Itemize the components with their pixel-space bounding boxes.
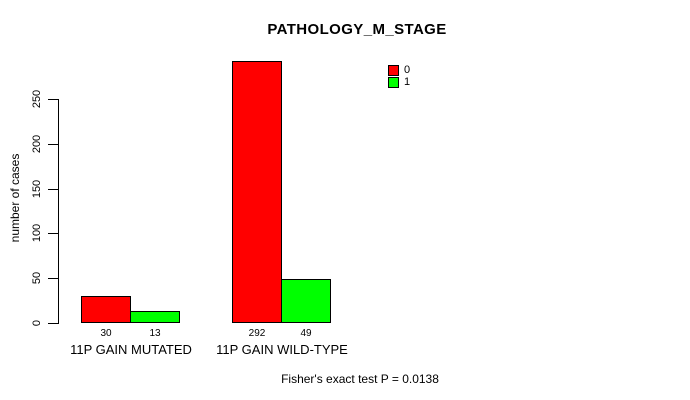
chart-title: PATHOLOGY_M_STAGE [267, 21, 447, 38]
annotation-text: Fisher's exact test P = 0.0138 [281, 372, 439, 386]
y-tick-label: 150 [31, 179, 43, 199]
bar-value-label: 49 [300, 328, 312, 339]
y-tick-mark [48, 189, 58, 190]
legend-swatch-1 [388, 77, 399, 88]
y-tick-mark [48, 323, 58, 324]
bar-value-label: 292 [248, 328, 266, 339]
y-tick-label: 0 [31, 319, 43, 327]
legend-item-1: 1 [388, 77, 410, 88]
y-tick-mark [48, 99, 58, 100]
bar-11p-gain-wild-type-series-1 [281, 279, 331, 323]
legend-label: 0 [404, 64, 411, 76]
category-label-11p-gain-mutated: 11P GAIN MUTATED [70, 342, 192, 357]
legend-item-0: 0 [388, 65, 410, 76]
bar-11p-gain-mutated-series-1 [130, 311, 180, 323]
y-tick-label: 250 [31, 89, 43, 109]
bar-11p-gain-wild-type-series-0 [232, 61, 282, 323]
y-axis-title: number of cases [8, 153, 22, 243]
y-axis-line [58, 99, 59, 324]
y-tick-mark [48, 278, 58, 279]
legend-swatch-0 [388, 65, 399, 76]
legend-label: 1 [404, 76, 411, 88]
bar-value-label: 13 [149, 328, 161, 339]
y-tick-label: 50 [31, 271, 43, 285]
bar-11p-gain-mutated-series-0 [81, 296, 131, 323]
category-label-11p-gain-wild-type: 11P GAIN WILD-TYPE [216, 342, 348, 357]
y-tick-mark [48, 233, 58, 234]
y-tick-mark [48, 144, 58, 145]
y-tick-label: 200 [31, 134, 43, 154]
bar-value-label: 30 [100, 328, 112, 339]
y-tick-label: 100 [31, 223, 43, 243]
